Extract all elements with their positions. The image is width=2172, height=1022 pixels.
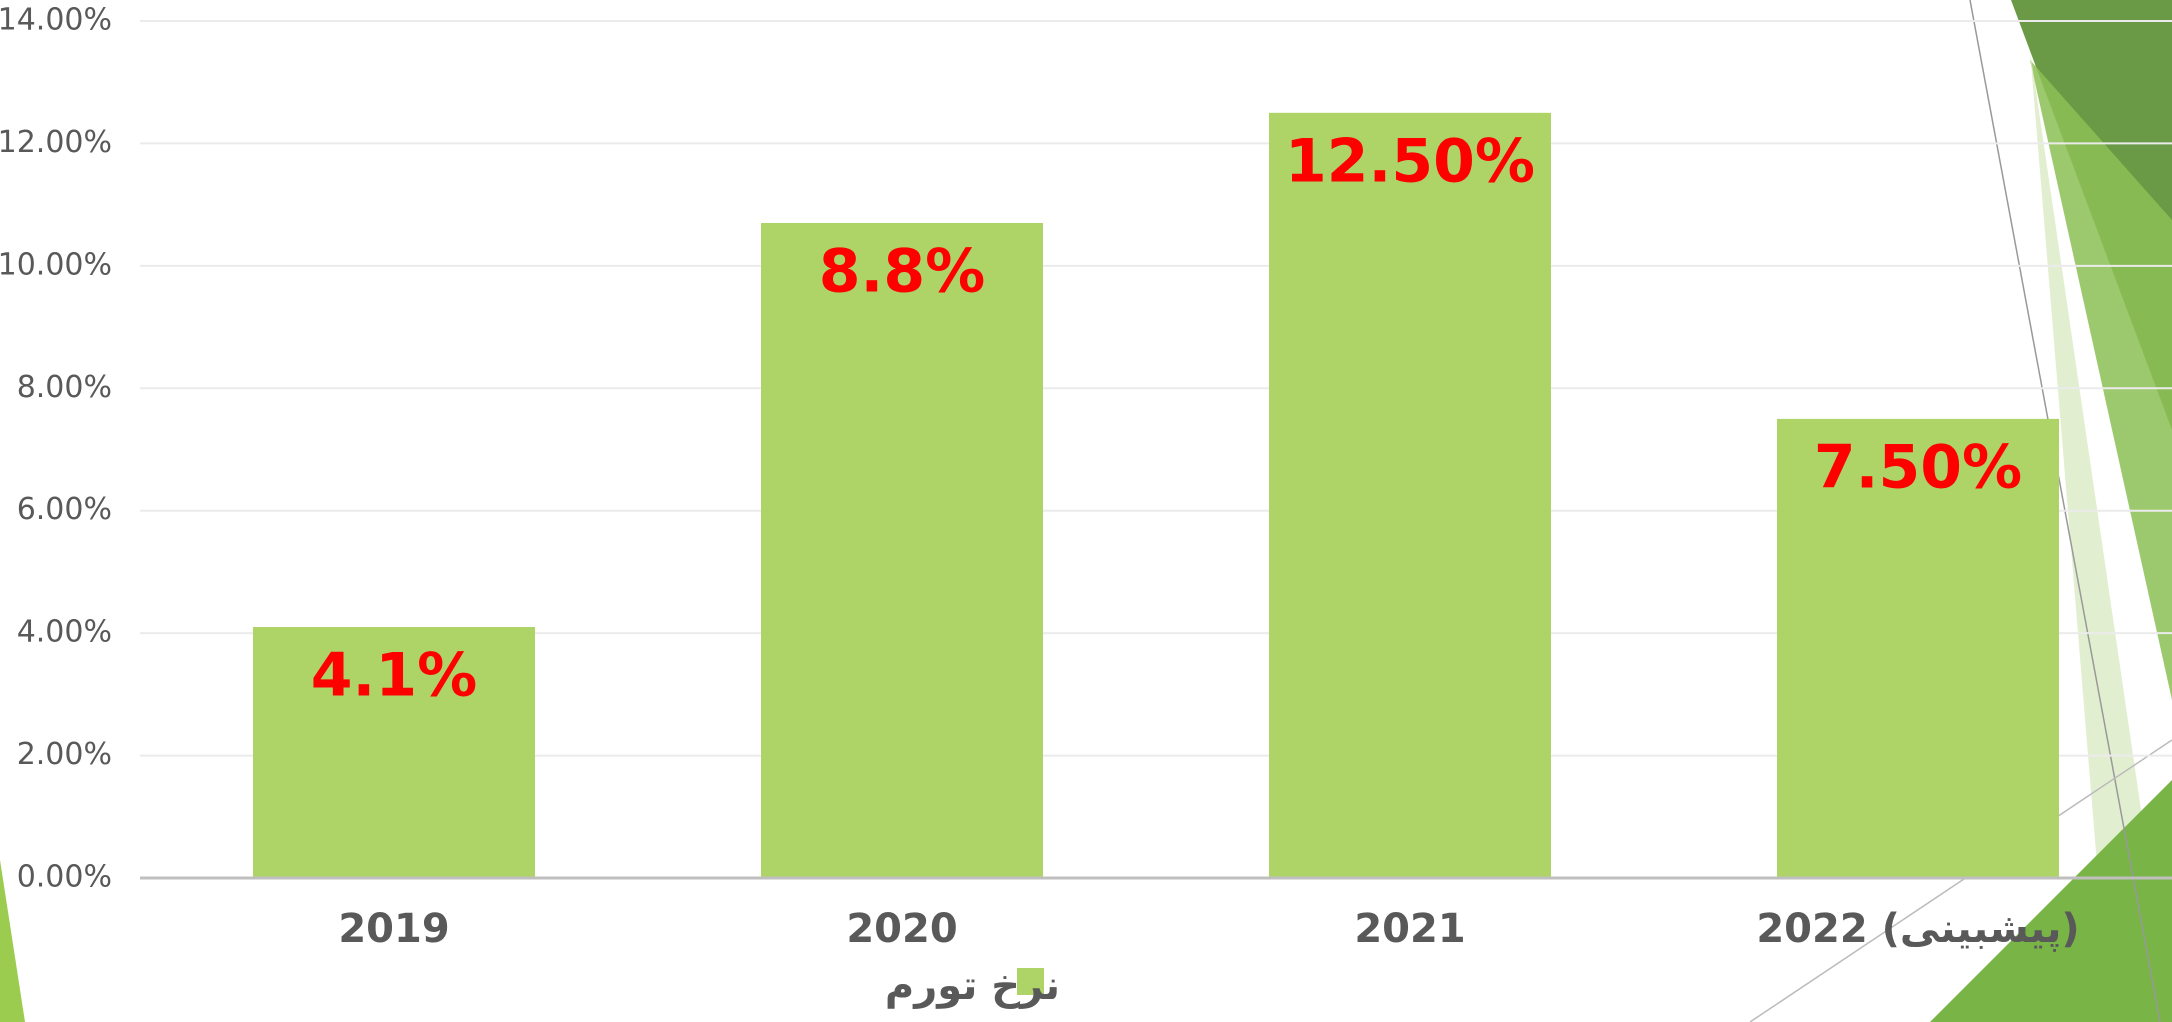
- y-tick-label: 14.00%: [0, 3, 112, 38]
- legend-label: نرخ تورم: [885, 963, 1060, 1009]
- y-tick-label: 0.00%: [17, 860, 112, 895]
- y-tick-label: 6.00%: [17, 492, 112, 527]
- x-tick-label: 2022 (پیشبینی): [1756, 906, 2079, 952]
- data-label: 12.50%: [1285, 126, 1535, 196]
- y-tick-label: 12.00%: [0, 125, 112, 160]
- y-tick-label: 2.00%: [17, 737, 112, 772]
- bar: [761, 223, 1043, 878]
- x-tick-label: 2020: [846, 906, 957, 952]
- y-tick-label: 8.00%: [17, 370, 112, 405]
- x-tick-label: 2021: [1354, 906, 1465, 952]
- bar: [1269, 113, 1551, 878]
- data-label: 7.50%: [1814, 432, 2022, 502]
- y-tick-label: 10.00%: [0, 247, 112, 282]
- data-label: 4.1%: [311, 641, 477, 711]
- x-tick-label: 2019: [338, 906, 449, 952]
- y-tick-label: 4.00%: [17, 615, 112, 650]
- plot-area: 0.00% 2.00% 4.00% 6.00% 8.00% 10.00% 12.00% 14.…: [0, 3, 2172, 1010]
- chart: 0.00% 2.00% 4.00% 6.00% 8.00% 10.00% 12.00% 14.…: [0, 0, 2172, 1022]
- data-label: 8.8%: [819, 237, 985, 307]
